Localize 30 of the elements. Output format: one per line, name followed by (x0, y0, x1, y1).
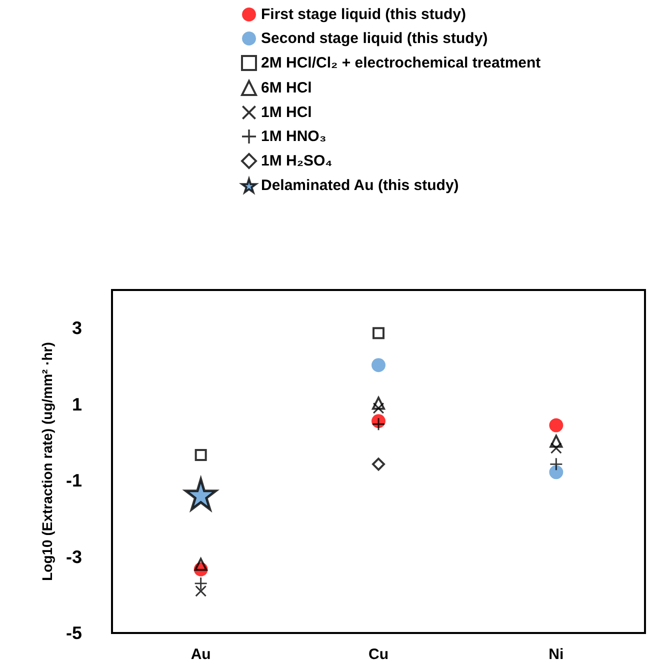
point (194, 449, 207, 462)
point (550, 434, 563, 448)
point (194, 577, 207, 590)
point (195, 586, 206, 597)
legend-label: 1M H₂SO₄ (261, 152, 332, 170)
y-tick-label: 1 (72, 394, 82, 414)
point (550, 442, 562, 454)
point (372, 327, 384, 340)
legend-label: 1M HCl (261, 104, 312, 121)
legend-label: 1M HNO₃ (261, 128, 326, 145)
point (550, 458, 562, 470)
x-tick-label: Ni (548, 646, 564, 663)
point (372, 396, 385, 410)
point (372, 358, 386, 372)
x-tick-label: Cu (368, 646, 388, 663)
point (549, 465, 564, 480)
y-axis-title: Log10 (Extraction rate) (ug/mm² ·hr) (39, 342, 55, 581)
legend-label: Second stage liquid (this study) (261, 30, 488, 47)
point (372, 458, 385, 471)
y-tick-label: 3 (72, 318, 82, 338)
y-tick-label: -3 (66, 546, 82, 567)
point (549, 418, 564, 432)
legend-label: Delaminated Au (this study) (261, 177, 459, 194)
legend-label: 6M HCl (261, 80, 312, 96)
legend-label: 2M HCl/Cl₂ + electrochemical treatment (261, 54, 541, 72)
point (194, 558, 208, 571)
legend-label: First stage liquid (this study) (261, 6, 466, 23)
y-tick-label: -1 (66, 470, 82, 491)
x-tick-label: Au (190, 646, 211, 663)
y-tick-label: -5 (66, 623, 82, 643)
